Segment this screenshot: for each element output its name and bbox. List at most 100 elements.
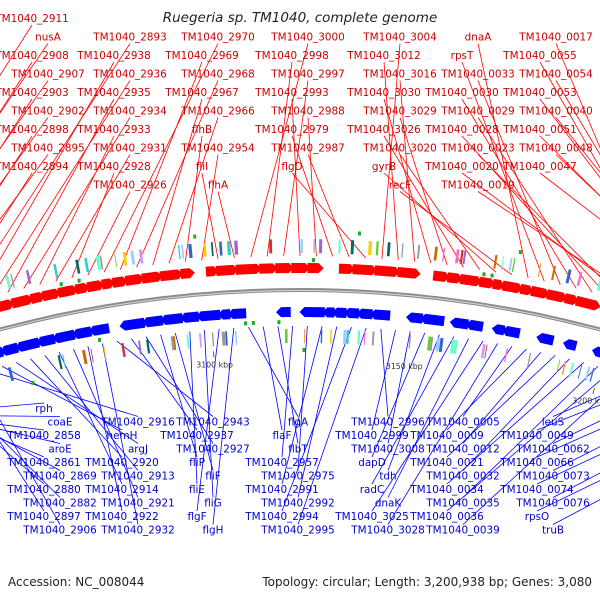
outer-feature-band-30 [177,245,181,260]
bottom-gene-label: TM1040_2996 [350,417,424,429]
leader-line [399,117,448,266]
forward-gene-arrow-36 [432,270,451,282]
inner-feature-track [7,320,595,385]
leader-line [55,154,131,282]
inner-feature-band-marker-40 [244,321,248,326]
leader-line [0,61,115,261]
outer-feature-band-marker-20 [59,282,63,287]
top-gene-label: TM1040_2993 [254,87,328,99]
bottom-gene-label: argJ [128,444,148,456]
leader-line [539,135,600,197]
leader-line [0,61,33,113]
outer-feature-band-marker-63 [518,250,522,255]
inner-feature-band-marker-42 [277,320,281,325]
leader-line [446,380,600,512]
leader-line [281,325,294,458]
inner-feature-band-marker-27 [98,337,102,342]
top-gene-labels: TM1040_2911 nusA TM1040_2908 TM1040_2907 TM1… [0,13,593,192]
forward-gene-arrow-45 [563,293,579,305]
top-gene-label: TM1040_2895 [10,143,84,155]
leader-line [462,365,599,498]
inner-feature-band-61 [484,344,488,359]
leader-line [0,424,45,431]
bottom-gene-label: TM1040_2975 [260,471,334,483]
forward-gene-arrow-19 [100,278,116,290]
leader-line [0,135,33,187]
leader-line [0,445,45,485]
leader-line [555,80,600,156]
leader-line [0,117,49,185]
top-gene-label: TM1040_3029 [362,106,436,118]
bottom-gene-label: TM1040_0036 [409,511,483,523]
bottom-gene-label: TM1040_2992 [260,498,334,510]
bottom-gene-label: TM1040_2880 [6,484,80,496]
bottom-gene-label: TM1040_3008 [350,444,424,456]
leader-line [136,80,219,268]
inner-feature-band-35 [199,333,202,348]
forward-gene-arrow-46 [574,295,600,311]
top-gene-label: TM1040_3030 [346,87,420,99]
reverse-gene-arrow-19 [72,326,93,339]
leader-line [297,325,308,471]
leader-line [0,415,61,417]
bottom-gene-label: TM1040_0021 [409,457,483,469]
bottom-gene-label: TM1040_2932 [100,525,174,537]
inner-feature-band-24 [62,354,67,369]
forward-gene-arrow-26 [215,264,239,276]
outer-feature-band-41 [313,239,315,254]
reverse-gene-arrow-27 [227,308,247,319]
leader-line [399,80,416,262]
inner-feature-band-52 [371,331,375,346]
bottom-label-leader-lines [0,325,600,525]
outer-feature-band-62 [511,258,516,273]
top-gene-label: TM1040_3000 [270,32,344,44]
topology-text: Topology: circular; Length: 3,200,938 bp… [261,575,592,589]
reverse-gene-arrow-22 [142,315,164,328]
tick-label-3: 3150 kbp [386,362,423,371]
leader-line [539,61,600,169]
leader-line [552,420,600,444]
outer-feature-band-18 [25,269,32,285]
leader-line [399,191,513,276]
leader-line [383,61,399,261]
reverse-gene-arrow-43 [592,346,600,358]
forward-gene-arrow-23 [159,269,184,282]
leader-line [383,135,464,268]
leader-line [552,499,600,525]
reverse-gene-arrow-15 [0,342,20,356]
leader-line [399,154,481,270]
outer-feature-band-52 [433,246,438,261]
inner-feature-band-25 [81,349,88,365]
leader-line [552,395,600,417]
top-gene-label: gyrB [372,161,396,173]
bottom-gene-label: TM1040_2937 [159,430,233,442]
top-gene-label: TM1040_2979 [254,124,328,136]
leader-line [536,428,600,458]
leader-line [387,334,440,471]
top-gene-label: TM1040_2902 [10,106,84,118]
leader-line [555,43,600,149]
leader-line [87,346,123,512]
reverse-gene-arrow-35 [406,312,424,324]
outer-feature-band-19 [53,263,59,279]
inner-feature-band-67 [577,364,583,379]
leader-line [477,117,593,293]
bottom-gene-label: TM1040_0012 [425,444,499,456]
outer-feature-band-43 [319,239,323,254]
top-gene-label: dnaA [465,32,493,44]
outer-feature-band-58 [493,254,498,270]
top-gene-label: TM1040_2967 [164,87,238,99]
leader-line [381,43,401,259]
reverse-gene-arrow-17 [36,333,56,347]
leader-line [371,336,455,485]
forward-gene-arrow-34 [374,265,401,277]
bottom-gene-label: TM1040_0032 [425,471,499,483]
outer-feature-band-38 [234,240,239,255]
outer-feature-band-48 [375,241,379,256]
forward-gene-arrow-31 [307,263,324,274]
reverse-gene-arrow-30 [322,307,335,318]
leader-line [462,358,570,471]
leader-line [387,338,469,498]
leader-line [116,340,214,417]
